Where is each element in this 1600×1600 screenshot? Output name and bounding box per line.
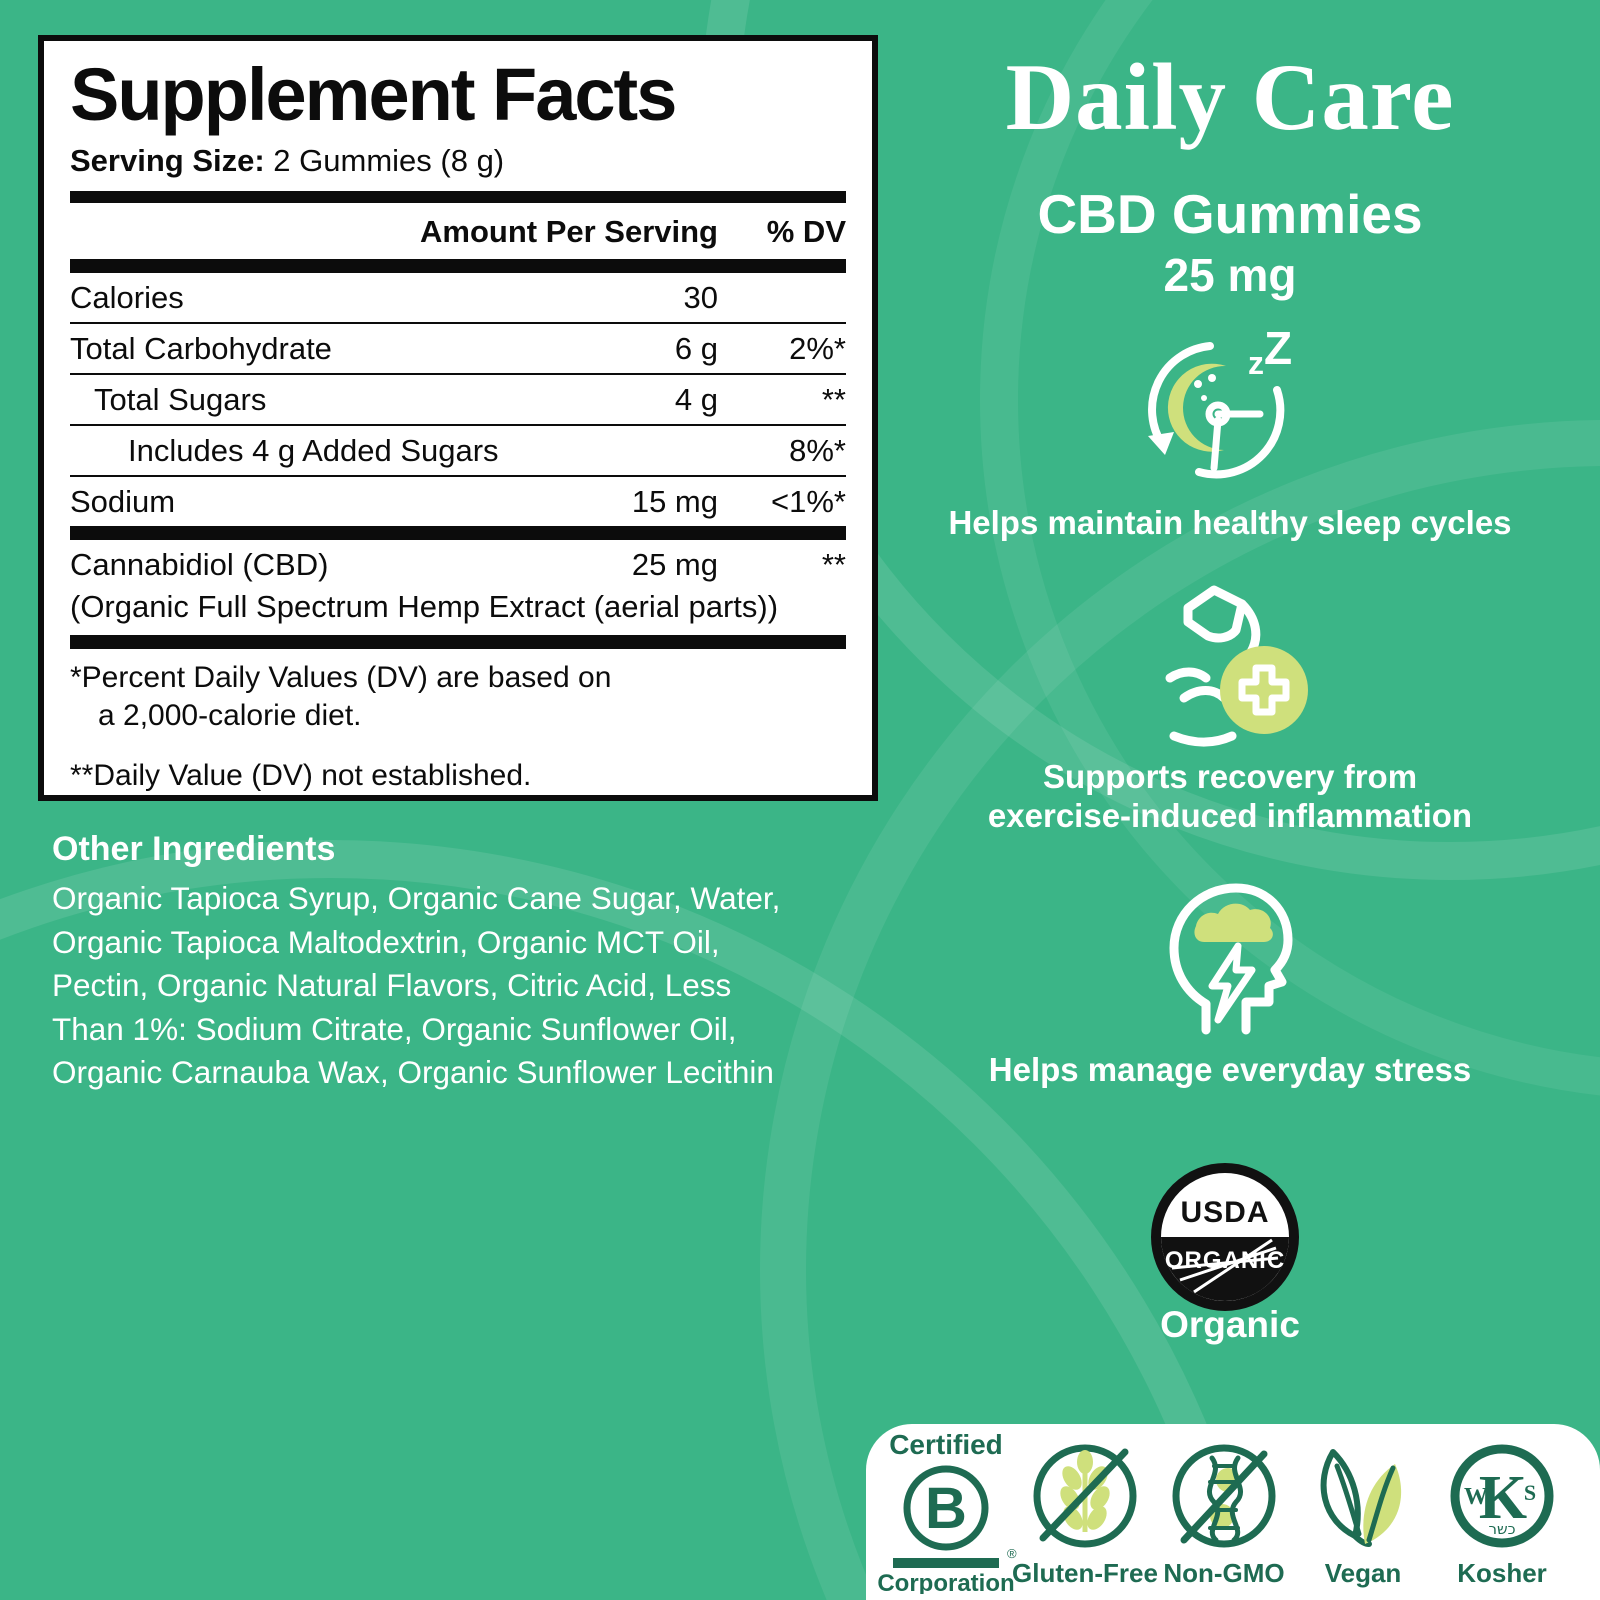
table-row-total-carbohydrate: Total Carbohydrate 6 g 2%* xyxy=(70,321,846,373)
vegan-icon xyxy=(1320,1449,1402,1547)
cert-bcorp: Certified B ® Corporation xyxy=(871,1428,1021,1594)
cert-label: Vegan xyxy=(1324,1558,1402,1588)
svg-text:כשר: כשר xyxy=(1488,1520,1515,1538)
divider-bar xyxy=(70,258,846,273)
bcorp-icon: Certified B ® Corporation xyxy=(877,1429,1017,1594)
divider-bar xyxy=(70,525,846,540)
certifications-card: Certified B ® Corporation xyxy=(866,1424,1600,1600)
table-row-total-sugars: Total Sugars 4 g ** xyxy=(70,372,846,424)
cert-label: Gluten-Free xyxy=(1012,1558,1158,1588)
plus-circle xyxy=(1220,646,1308,734)
table-header: Amount Per Serving % DV xyxy=(70,203,846,259)
serving-size: Serving Size: 2 Gummies (8 g) xyxy=(70,143,846,179)
cert-non-gmo: Non-GMO xyxy=(1149,1440,1299,1589)
table-row-sodium: Sodium 15 mg <1%* xyxy=(70,474,846,526)
benefit-sleep-text: Helps maintain healthy sleep cycles xyxy=(948,504,1512,541)
non-gmo-icon xyxy=(1172,1444,1276,1548)
product-dose: 25 mg xyxy=(1163,249,1297,301)
gluten-free-icon xyxy=(1033,1444,1137,1548)
svg-text:Z: Z xyxy=(1264,322,1292,374)
svg-text:K: K xyxy=(1479,1464,1527,1532)
cert-label: Non-GMO xyxy=(1163,1558,1285,1588)
svg-text:Corporation: Corporation xyxy=(877,1570,1014,1594)
supplement-facts-title: Supplement Facts xyxy=(70,53,677,136)
cert-vegan: Vegan xyxy=(1288,1440,1438,1589)
svg-text:S: S xyxy=(1524,1480,1536,1505)
table-row-calories: Calories 30 xyxy=(70,279,718,315)
storm-cloud xyxy=(1194,903,1273,942)
svg-text:B: B xyxy=(925,1476,967,1541)
benefit-recovery-text: Supports recovery from exercise-induced … xyxy=(987,758,1473,834)
moon-shape xyxy=(1167,363,1226,452)
svg-text:USDA: USDA xyxy=(1180,1196,1269,1229)
table-row-cannabidiol: Cannabidiol (CBD) 25 mg ** xyxy=(70,546,846,582)
svg-text:®: ® xyxy=(1007,1546,1017,1561)
divider-bar xyxy=(70,190,846,203)
muscle-recovery-icon xyxy=(1165,585,1308,747)
cycle-arrowhead xyxy=(1148,432,1174,455)
cert-gluten-free: Gluten-Free xyxy=(1010,1440,1160,1589)
cert-kosher: W K S כשר Kosher xyxy=(1427,1440,1577,1589)
usda-organic-seal: USDA ORGANIC xyxy=(1151,1163,1299,1311)
brand-title: Daily Care xyxy=(1005,44,1455,150)
svg-text:W: W xyxy=(1464,1484,1488,1510)
stress-head-icon xyxy=(1169,883,1293,1035)
serving-size-value: 2 Gummies (8 g) xyxy=(264,142,505,178)
sleep-cycle-icon: z Z xyxy=(1148,322,1292,479)
svg-text:Certified: Certified xyxy=(889,1429,1003,1460)
column-percent-dv: % DV xyxy=(766,213,846,249)
divider-bar xyxy=(70,634,846,649)
column-amount-per-serving: Amount Per Serving xyxy=(420,213,718,249)
other-ingredients: Other Ingredients Organic Tapioca Syrup,… xyxy=(52,830,882,1095)
benefit-stress-text: Helps manage everyday stress xyxy=(988,1051,1472,1088)
serving-size-label: Serving Size: xyxy=(70,142,265,178)
product-name: CBD Gummies xyxy=(1037,183,1423,245)
footnote-daily-values: *Percent Daily Values (DV) are based on … xyxy=(70,660,612,732)
cert-label: Kosher xyxy=(1457,1558,1547,1588)
svg-text:z: z xyxy=(1248,345,1264,381)
organic-caption: Organic xyxy=(1160,1304,1300,1345)
supplement-facts-panel: Supplement Facts Serving Size: 2 Gummies… xyxy=(38,35,878,801)
footnote-dv-not-established: **Daily Value (DV) not established. xyxy=(70,758,532,792)
table-row-added-sugars: Includes 4 g Added Sugars 8%* xyxy=(70,423,846,475)
svg-text:ORGANIC: ORGANIC xyxy=(1165,1247,1285,1274)
kosher-icon: W K S כשר xyxy=(1450,1444,1554,1548)
cannabidiol-source-note: (Organic Full Spectrum Hemp Extract (aer… xyxy=(70,588,779,624)
nutrient-rows: Calories 30 Total Carbohydrate 6 g 2%* T… xyxy=(70,273,846,526)
other-ingredients-heading: Other Ingredients xyxy=(52,830,336,868)
